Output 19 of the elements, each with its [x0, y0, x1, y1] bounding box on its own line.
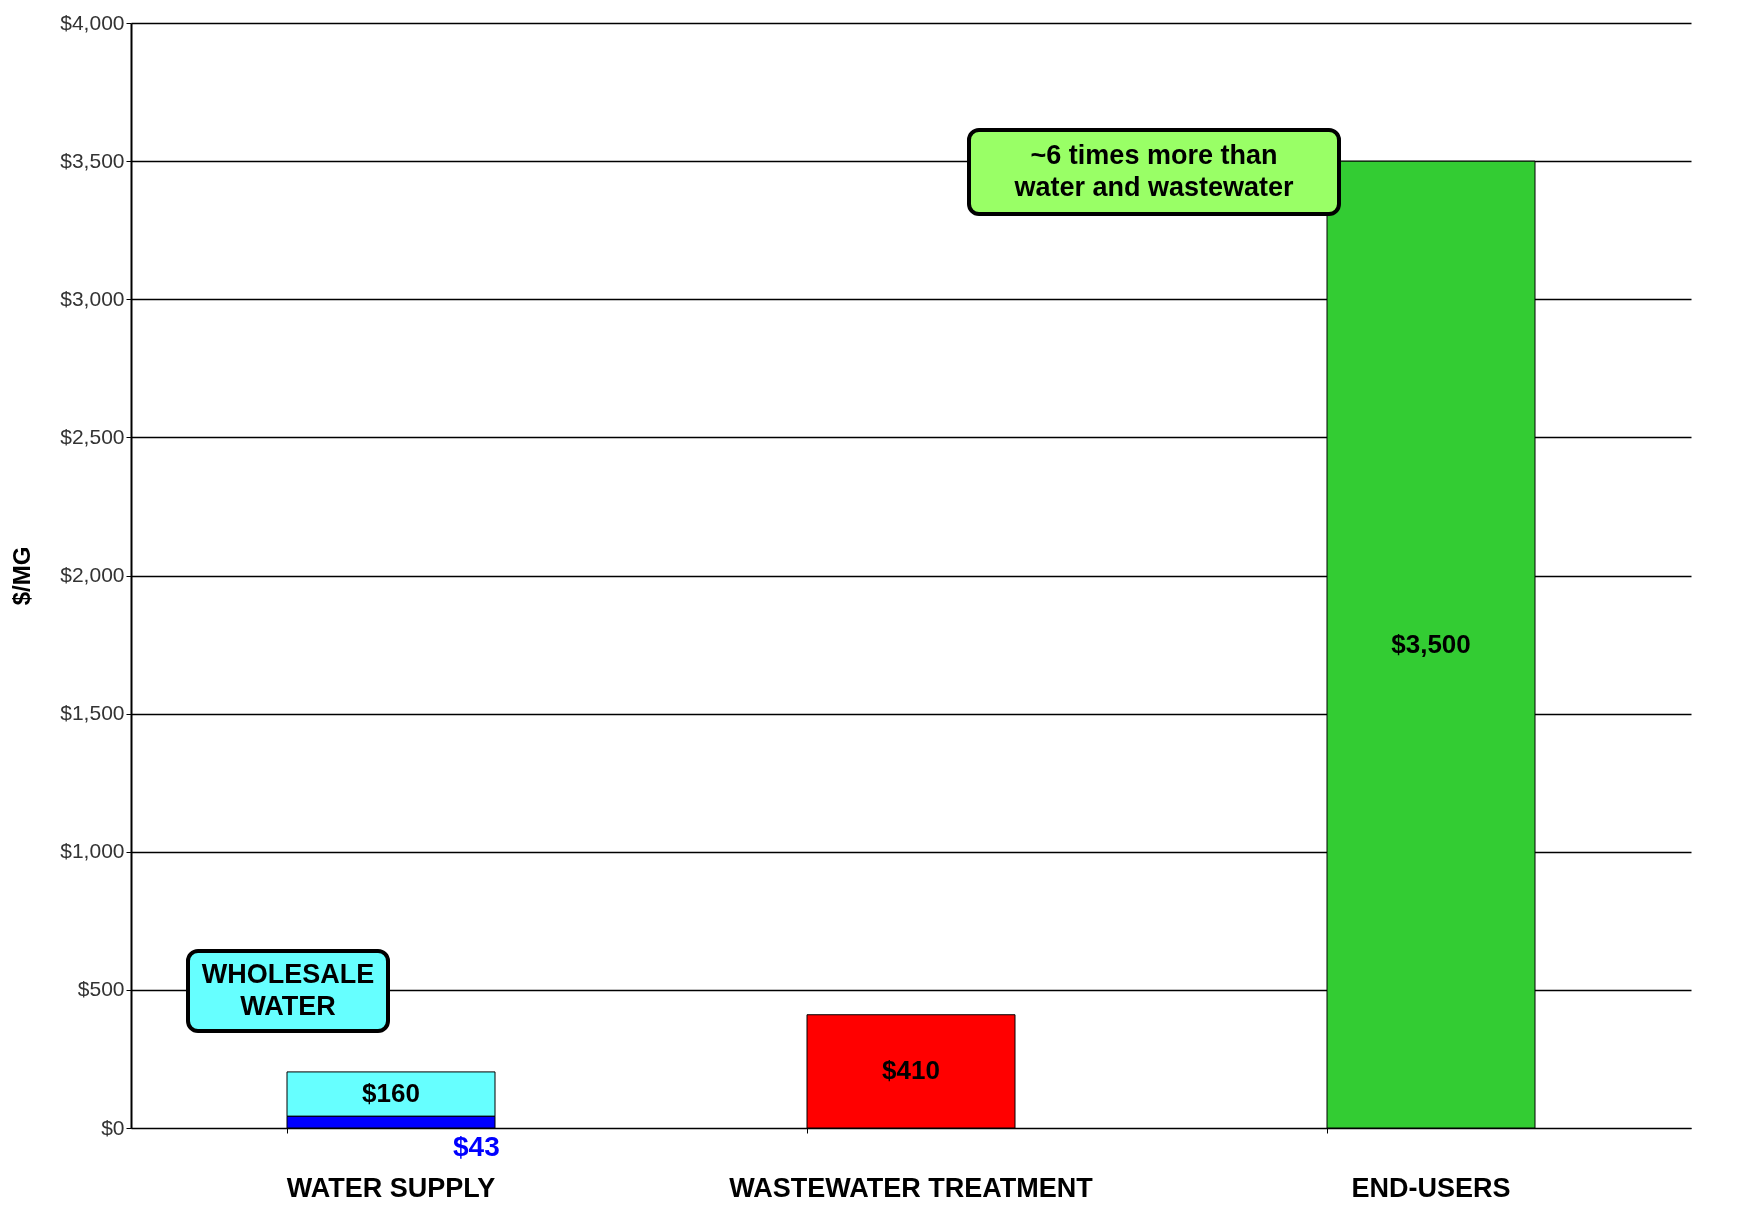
- data-label: $410: [882, 1055, 940, 1086]
- data-label: $160: [362, 1078, 420, 1109]
- y-tick-label: $2,500: [60, 424, 125, 448]
- annotation: ~6 times more than water and wastewater: [1013, 140, 1295, 202]
- y-tick-label: $0: [101, 1115, 125, 1139]
- x-tick-label: END-USERS: [1351, 1172, 1511, 1203]
- y-tick-label: $1,000: [60, 839, 125, 863]
- y-tick-label: $1,500: [60, 701, 125, 725]
- data-label: $43: [453, 1131, 500, 1163]
- x-tick-label: WATER SUPPLY: [286, 1172, 496, 1203]
- x-tick-label: WASTEWATER TREATMENT: [729, 1172, 1094, 1203]
- y-tick-label: $3,500: [60, 148, 125, 172]
- y-tick-label: $4,000: [60, 10, 125, 34]
- annotation: WHOLESALE WATER: [201, 959, 375, 1021]
- y-axis-title: $/MG: [8, 546, 36, 606]
- y-tick-label: $3,000: [60, 286, 125, 310]
- y-tick-label: $2,000: [60, 563, 125, 586]
- data-label: $3,500: [1391, 628, 1471, 659]
- y-tick-label: $500: [77, 977, 125, 1001]
